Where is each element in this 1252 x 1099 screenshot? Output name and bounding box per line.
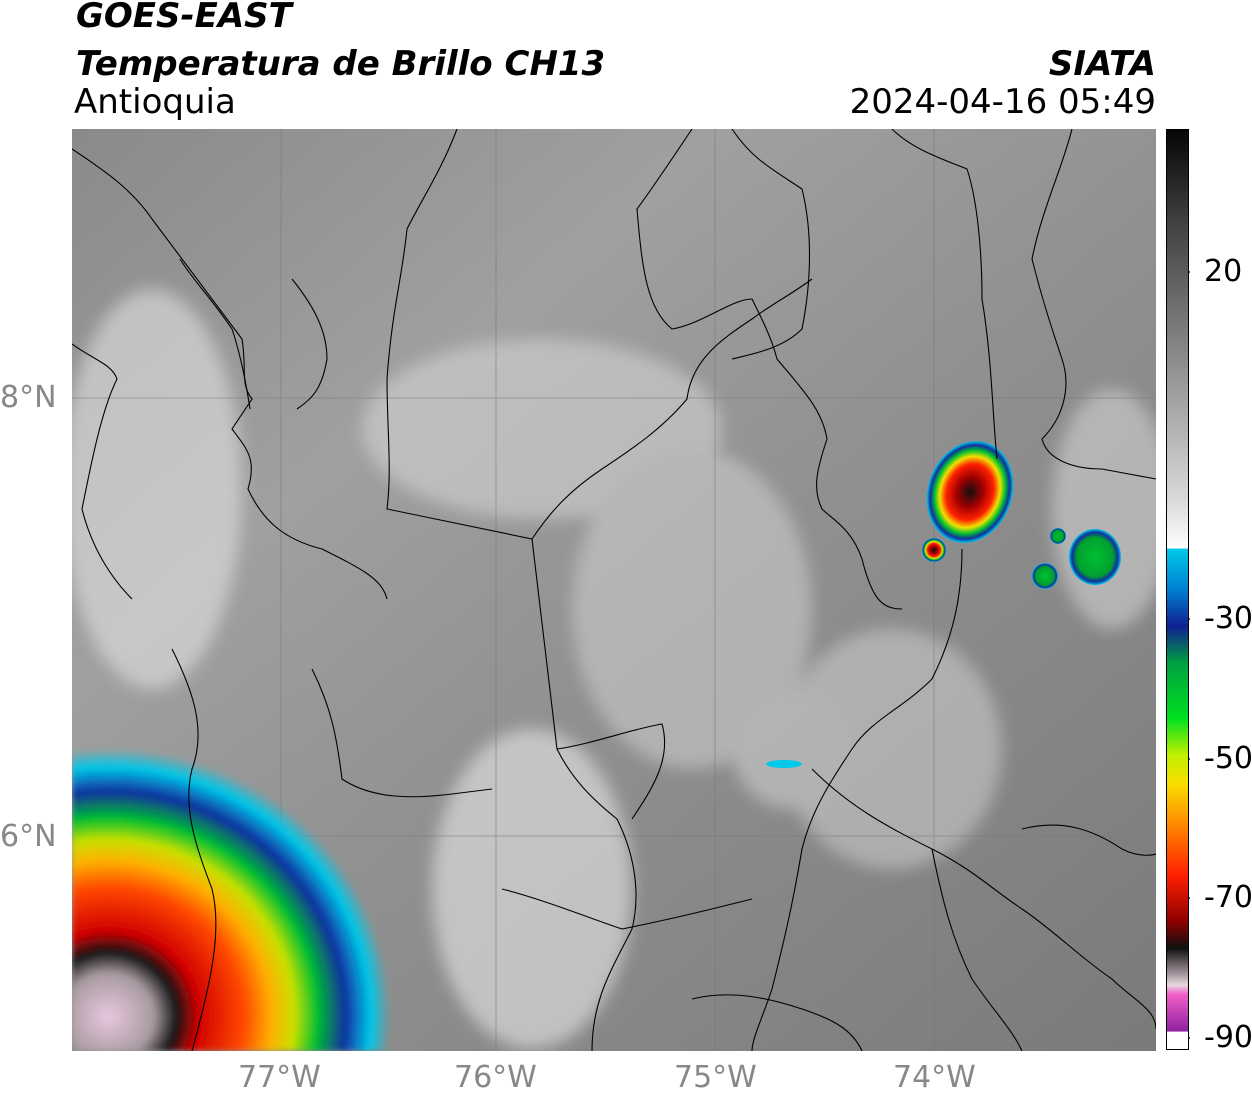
lat-tick-6N: 6°N — [0, 819, 57, 854]
colorbar-tick-minus50: -50 — [1204, 741, 1252, 776]
brightness-temperature-map — [72, 129, 1156, 1051]
colorbar-tick-minus30: -30 — [1204, 601, 1252, 636]
region-label: Antioquia — [74, 82, 236, 122]
colorbar — [1166, 129, 1190, 1050]
lon-tick-76W: 76°W — [454, 1060, 537, 1095]
product-title: Temperatura de Brillo CH13 — [76, 44, 606, 84]
lon-tick-74W: 74°W — [893, 1060, 976, 1095]
colorbar-tick-minus70: -70 — [1204, 880, 1252, 915]
organization-label: SIATA — [1048, 44, 1156, 84]
lat-tick-8N: 8°N — [0, 380, 57, 415]
small-cell-1 — [1069, 529, 1121, 585]
eastern-storm-satellite-cell — [922, 538, 946, 562]
small-cell-3 — [1050, 528, 1066, 544]
lon-tick-77W: 77°W — [238, 1060, 321, 1095]
small-cell-4 — [766, 760, 802, 768]
satellite-title: GOES-EAST — [76, 0, 292, 36]
small-cell-2 — [1032, 563, 1058, 589]
colorbar-tick-minus90: -90 — [1204, 1020, 1252, 1055]
lon-tick-75W: 75°W — [674, 1060, 757, 1095]
colorbar-tick-20: 20 — [1204, 254, 1243, 289]
datetime-label: 2024-04-16 05:49 — [849, 82, 1156, 122]
eastern-storm-cell — [926, 441, 1014, 543]
coastline-and-borders — [72, 129, 1156, 1051]
western-convective-system — [72, 619, 527, 1051]
